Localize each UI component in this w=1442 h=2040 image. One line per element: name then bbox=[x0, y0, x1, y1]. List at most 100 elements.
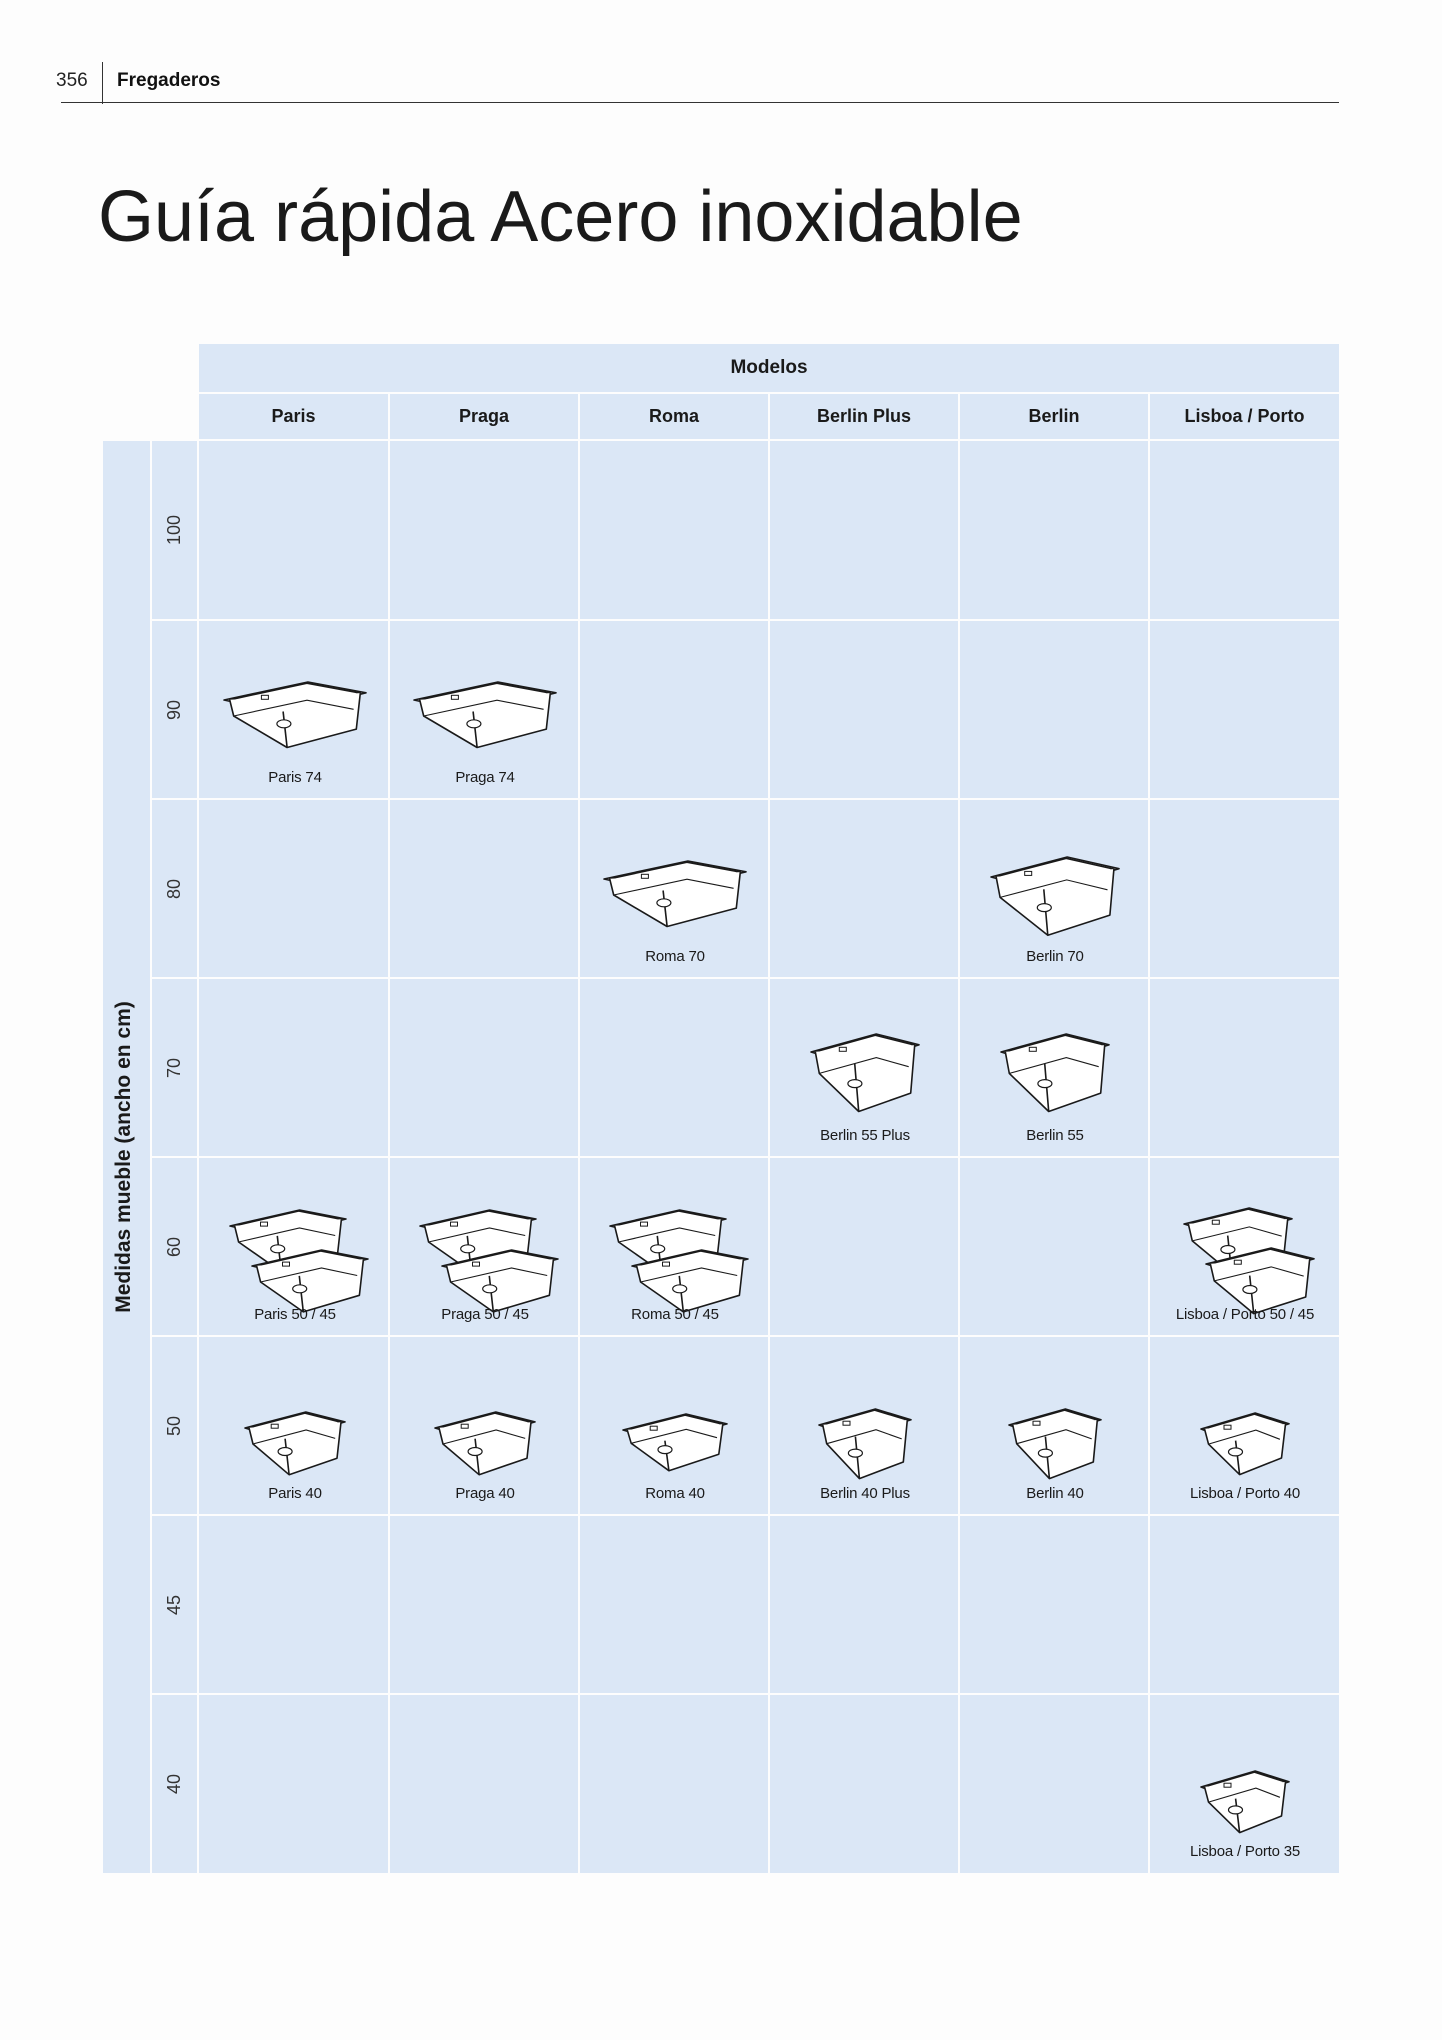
grid-cell bbox=[199, 1516, 388, 1693]
sink-drawing bbox=[229, 1209, 369, 1313]
row-label-45: 45 bbox=[164, 1594, 184, 1615]
row-label-100: 100 bbox=[164, 514, 184, 546]
grid-cell bbox=[390, 800, 578, 977]
sink-model-label: Paris 74 bbox=[268, 769, 322, 786]
sink-drawing bbox=[603, 860, 747, 928]
sink-model-label: Berlin 55 bbox=[1026, 1127, 1084, 1144]
sink-model-label: Roma 40 bbox=[645, 1485, 705, 1502]
sink-item: Praga 40 bbox=[390, 1337, 578, 1514]
column-header-berlin: Berlin bbox=[960, 394, 1148, 439]
column-header-praga: Praga bbox=[390, 394, 578, 439]
sink-item: Berlin 55 bbox=[960, 979, 1148, 1156]
header-rule bbox=[61, 102, 1339, 103]
grid-cell bbox=[199, 441, 388, 619]
grid-cell bbox=[960, 1158, 1148, 1335]
row-label-90: 90 bbox=[164, 699, 184, 720]
grid-cell bbox=[1150, 800, 1339, 977]
grid-cell bbox=[199, 979, 388, 1156]
sink-model-label: Berlin 70 bbox=[1026, 948, 1084, 965]
column-header-roma: Roma bbox=[580, 394, 768, 439]
sink-item: Lisboa / Porto 35 bbox=[1150, 1695, 1338, 1872]
sink-drawing bbox=[810, 1033, 920, 1113]
sink-model-label: Berlin 40 bbox=[1026, 1485, 1084, 1502]
grid-cell bbox=[580, 1516, 768, 1693]
row-label-cell bbox=[152, 621, 197, 798]
sink-item: Paris 74 bbox=[200, 621, 388, 798]
section-title: Fregaderos bbox=[117, 70, 221, 91]
sink-item: Lisboa / Porto 50 / 45 bbox=[1150, 1158, 1338, 1335]
grid-cell bbox=[770, 1516, 958, 1693]
sink-model-label: Lisboa / Porto 35 bbox=[1189, 1843, 1300, 1860]
sink-item: Roma 40 bbox=[580, 1337, 768, 1514]
row-label-40: 40 bbox=[164, 1773, 184, 1795]
page-number: 356 bbox=[56, 70, 88, 91]
sink-item: Praga 50 / 45 bbox=[390, 1158, 578, 1335]
sink-drawing bbox=[434, 1411, 536, 1476]
sink-model-label: Praga 40 bbox=[455, 1485, 515, 1502]
row-label-cell bbox=[152, 1158, 197, 1335]
row-label-70: 70 bbox=[164, 1057, 184, 1078]
grid-cell bbox=[770, 800, 958, 977]
grid-cell bbox=[390, 979, 578, 1156]
row-label-cell bbox=[152, 441, 197, 619]
sink-model-label: Lisboa / Porto 50 / 45 bbox=[1175, 1306, 1315, 1323]
grid-cell bbox=[1150, 1516, 1339, 1693]
grid-cell bbox=[580, 979, 768, 1156]
sink-item: Roma 50 / 45 bbox=[580, 1158, 768, 1335]
grid-cell bbox=[960, 441, 1148, 619]
grid-cell bbox=[770, 621, 958, 798]
row-label-80: 80 bbox=[164, 878, 184, 899]
page-header: 356 Fregaderos bbox=[0, 0, 1442, 110]
grid-cell bbox=[770, 1695, 958, 1873]
sink-model-label: Roma 70 bbox=[645, 948, 705, 965]
grid-cell bbox=[390, 441, 578, 619]
grid-cell bbox=[580, 621, 768, 798]
sink-model-label: Berlin 40 Plus bbox=[820, 1485, 910, 1502]
sink-model-label: Paris 50 / 45 bbox=[254, 1306, 336, 1323]
row-label-60: 60 bbox=[164, 1236, 184, 1257]
grid-cell bbox=[960, 1516, 1148, 1693]
grid-cell bbox=[580, 1695, 768, 1873]
sink-item: Berlin 70 bbox=[960, 800, 1148, 977]
sink-drawing bbox=[1200, 1770, 1290, 1834]
sink-model-label: Lisboa / Porto 40 bbox=[1189, 1485, 1300, 1502]
row-label-cell bbox=[152, 800, 197, 977]
sink-model-label: Paris 40 bbox=[268, 1485, 322, 1502]
sink-drawing bbox=[818, 1408, 912, 1480]
header-separator bbox=[102, 62, 103, 104]
models-heading: Modelos bbox=[199, 344, 1339, 392]
row-label-50: 50 bbox=[164, 1415, 184, 1436]
column-header-lisboa-porto: Lisboa / Porto bbox=[1150, 394, 1339, 439]
grid-cell bbox=[770, 441, 958, 619]
row-label-cell bbox=[152, 1337, 197, 1514]
sink-item: Berlin 55 Plus bbox=[770, 979, 958, 1156]
grid-cell bbox=[770, 1158, 958, 1335]
sink-model-label: Berlin 55 Plus bbox=[820, 1127, 910, 1144]
grid-cell bbox=[1150, 441, 1339, 619]
sink-item: Berlin 40 Plus bbox=[770, 1337, 958, 1514]
row-label-cell bbox=[152, 1695, 197, 1873]
sink-item: Paris 50 / 45 bbox=[200, 1158, 388, 1335]
page-title: Guía rápida Acero inoxidable bbox=[98, 177, 1023, 258]
row-label-cell bbox=[152, 979, 197, 1156]
sink-item: Paris 40 bbox=[200, 1337, 388, 1514]
sink-drawing bbox=[1000, 1033, 1110, 1113]
sink-model-label: Praga 50 / 45 bbox=[441, 1306, 529, 1323]
sink-drawing bbox=[1200, 1412, 1290, 1476]
column-header-paris: Paris bbox=[199, 394, 388, 439]
column-header-berlin-plus: Berlin Plus bbox=[770, 394, 958, 439]
sink-drawing bbox=[990, 856, 1120, 937]
grid-cell bbox=[960, 1695, 1148, 1873]
sink-model-label: Praga 74 bbox=[455, 769, 515, 786]
grid-cell bbox=[960, 621, 1148, 798]
sink-model-label: Roma 50 / 45 bbox=[631, 1306, 719, 1323]
grid-cell bbox=[199, 800, 388, 977]
sink-drawing bbox=[413, 681, 557, 749]
row-axis-bar bbox=[103, 441, 150, 1873]
grid-cell bbox=[1150, 979, 1339, 1156]
sink-item: Roma 70 bbox=[580, 800, 768, 977]
sink-item: Praga 74 bbox=[390, 621, 578, 798]
row-axis-label: Medidas mueble (ancho en cm) bbox=[112, 1001, 135, 1313]
grid-cell bbox=[1150, 621, 1339, 798]
